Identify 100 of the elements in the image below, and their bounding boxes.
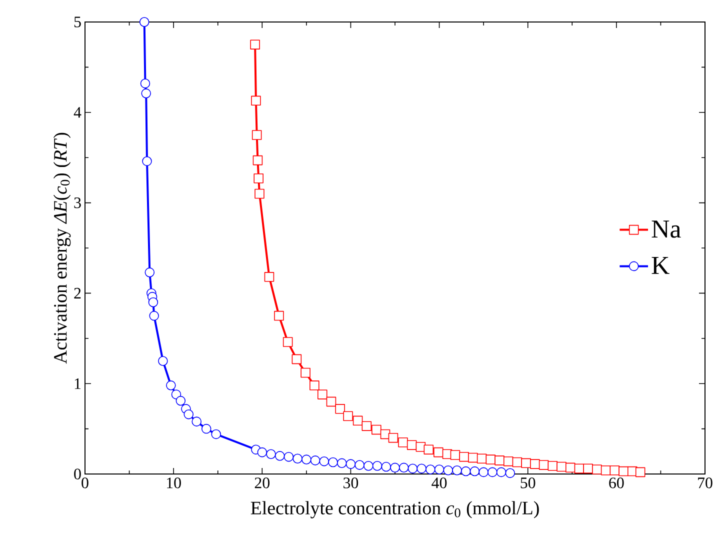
point	[583, 464, 593, 474]
point	[317, 390, 328, 400]
point	[505, 468, 516, 478]
y-tick-label: 4	[74, 107, 82, 118]
point	[574, 464, 584, 474]
point	[274, 310, 284, 321]
x-tick-label: 70	[698, 478, 712, 488]
point	[211, 429, 221, 440]
point	[521, 458, 531, 468]
point	[452, 466, 462, 476]
y-axis-title: Activation energy ΔE(c$_{0}$) (RT)	[53, 132, 71, 364]
point	[398, 462, 409, 473]
point	[282, 337, 293, 347]
point	[372, 424, 382, 435]
point	[352, 416, 363, 426]
point	[478, 467, 488, 478]
y-tick-label: 0	[74, 468, 81, 480]
point	[434, 464, 444, 474]
y-tick-label: 5	[74, 16, 81, 28]
point	[192, 416, 202, 426]
point	[503, 456, 514, 466]
point	[176, 396, 186, 406]
point	[460, 466, 471, 476]
point	[251, 96, 261, 106]
point	[494, 456, 504, 466]
point	[252, 155, 263, 166]
point	[372, 460, 382, 471]
point	[326, 396, 336, 407]
point	[310, 456, 320, 466]
point	[530, 459, 540, 469]
point	[486, 454, 496, 464]
point	[250, 40, 260, 50]
point	[398, 437, 408, 448]
x-tick-label: 0	[82, 478, 88, 488]
point	[139, 17, 150, 27]
point	[310, 380, 320, 390]
point	[424, 444, 434, 454]
point	[592, 464, 602, 474]
point	[443, 466, 454, 476]
point	[434, 447, 444, 458]
legend-label: Na	[652, 220, 681, 238]
point	[556, 462, 566, 472]
point	[600, 466, 611, 476]
point	[292, 354, 302, 364]
point	[149, 310, 159, 321]
point	[390, 462, 400, 473]
point	[158, 356, 168, 366]
point	[538, 460, 549, 470]
legend-label: K	[652, 256, 670, 274]
point	[142, 156, 152, 166]
point	[266, 449, 276, 459]
x-tick-label: 40	[432, 478, 447, 488]
y-tick-label: 1	[74, 378, 81, 389]
point	[144, 268, 155, 278]
point	[496, 467, 506, 478]
point	[416, 464, 426, 474]
point	[319, 456, 330, 466]
point	[408, 464, 418, 474]
point	[635, 467, 646, 478]
point	[610, 466, 620, 476]
point	[140, 78, 150, 88]
x-tick-label: 10	[167, 478, 181, 488]
point	[328, 457, 338, 468]
x-axis-title: Electrolyte concentration c$_{0}$ (mmol/L)	[250, 501, 539, 518]
point	[284, 452, 294, 462]
point	[336, 458, 347, 468]
point	[141, 88, 151, 98]
point	[406, 440, 417, 450]
point	[257, 447, 268, 458]
point	[354, 460, 364, 470]
x-tick-label: 60	[609, 478, 624, 488]
point	[388, 432, 398, 443]
point	[459, 452, 469, 462]
point	[335, 404, 345, 414]
point	[264, 272, 274, 282]
point	[343, 411, 353, 422]
point	[254, 188, 264, 199]
point	[274, 451, 285, 461]
point	[565, 462, 576, 473]
point	[254, 174, 264, 184]
x-tick-label: 30	[344, 478, 358, 488]
point	[252, 130, 262, 140]
point	[292, 454, 302, 464]
point	[362, 421, 372, 431]
point	[426, 464, 436, 474]
point	[468, 452, 478, 463]
point	[300, 368, 310, 378]
x-tick-label: 20	[254, 478, 270, 488]
point	[476, 454, 487, 464]
y-tick-label: 3	[74, 197, 81, 208]
point	[488, 467, 498, 478]
y-tick-label: 2	[74, 288, 81, 298]
point	[364, 460, 374, 471]
point	[470, 466, 480, 476]
point	[302, 454, 312, 464]
point	[184, 409, 194, 420]
x-tick-label: 50	[520, 478, 536, 488]
point	[346, 459, 356, 469]
point	[166, 380, 176, 390]
point	[201, 424, 212, 434]
